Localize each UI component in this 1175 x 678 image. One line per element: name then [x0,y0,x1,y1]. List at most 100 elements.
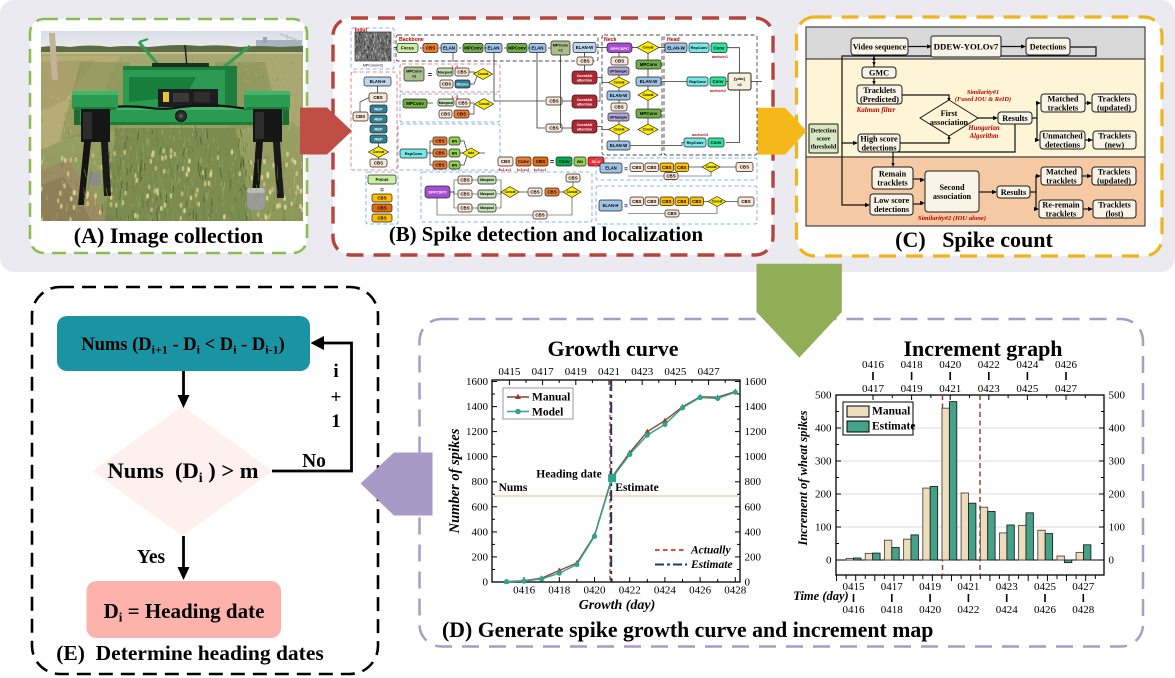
svg-text:(B) Spike detection and locali: (B) Spike detection and localization [389,223,704,246]
svg-text:CBS: CBS [435,151,444,156]
svg-text:0428: 0428 [724,585,747,597]
svg-text:CBS: CBS [536,159,545,164]
svg-text:0425: 0425 [1016,383,1039,395]
svg-text:ELAN: ELAN [443,46,455,51]
svg-text:SPPCSPC: SPPCSPC [610,46,629,51]
svg-text:RepConv: RepConv [691,46,709,50]
svg-text:anchor#2: anchor#2 [710,89,726,93]
svg-text:0426: 0426 [1034,604,1057,616]
svg-text:threshold: threshold [811,144,837,151]
svg-text:0421: 0421 [957,581,979,593]
svg-text:tracklets: tracklets [1046,177,1076,186]
svg-text:CBS: CBS [460,206,469,211]
svg-text:1400: 1400 [466,401,489,413]
svg-text:×2: ×2 [737,82,742,87]
svg-text:Concat: Concat [478,72,490,76]
svg-text:+: + [331,387,342,408]
svg-text:Nums (Di ) > m: Nums (Di ) > m [107,458,258,486]
svg-text:detections: detections [874,205,909,214]
svg-text:CBS: CBS [501,159,510,164]
svg-text:Nums: Nums [499,482,528,494]
svg-text:=: = [550,159,554,166]
svg-text:Maxpool: Maxpool [480,192,494,196]
svg-text:0424: 0424 [996,604,1019,616]
svg-text:ELAN-W: ELAN-W [640,79,658,84]
svg-text:CBS: CBS [441,112,450,117]
svg-text:Maxpool: Maxpool [439,101,454,105]
svg-text:Maxpool: Maxpool [438,70,453,74]
svg-text:CBS: CBS [460,192,469,197]
svg-text:0428: 0428 [1072,604,1095,616]
svg-text:Concat: Concat [479,102,491,106]
svg-text:Increment of wheat spikes: Increment of wheat spikes [796,410,810,546]
svg-text:600: 600 [472,501,489,513]
svg-text:CBS: CBS [549,99,558,104]
svg-text:UPSample: UPSample [610,115,628,119]
svg-text:1: 1 [331,411,341,432]
svg-text:Manual: Manual [532,392,570,404]
svg-text:Tracklets: Tracklets [863,86,896,95]
svg-text:Video sequence: Video sequence [853,42,907,51]
svg-text:[yolo]: [yolo] [734,76,746,81]
svg-text:200: 200 [745,551,762,563]
svg-text:UPSample: UPSample [610,69,628,73]
svg-text:CBS: CBS [435,139,444,144]
svg-text:SiLU: SiLU [591,159,600,164]
svg-text:200: 200 [1109,489,1126,501]
svg-text:CBS: CBS [614,105,623,110]
svg-text:BN: BN [452,139,458,143]
svg-text:=: = [380,187,384,194]
svg-text:ELAN: ELAN [488,46,500,51]
svg-text:(Predicted): (Predicted) [860,95,899,104]
svg-text:RepConv: RepConv [405,151,423,156]
svg-text:(E) Determine heading dates: (E) Determine heading dates [56,641,324,665]
svg-text:0421: 0421 [598,366,620,378]
svg-text:CBS: CBS [547,190,556,195]
svg-text:×2: ×2 [558,48,563,53]
svg-text:(Fused IOU & ReID): (Fused IOU & ReID) [955,96,1011,103]
svg-text:0419: 0419 [565,366,588,378]
svg-text:CBS: CBS [442,82,451,87]
svg-text:Actually: Actually [690,545,732,557]
svg-text:MPConv: MPConv [640,111,658,116]
svg-text:ELAN-W: ELAN-W [576,45,594,50]
svg-text:attention: attention [577,128,592,132]
svg-text:CBS: CBS [457,112,466,117]
svg-text:REP: REP [374,116,383,121]
svg-text:Low score: Low score [874,196,910,205]
svg-text:0422: 0422 [619,585,641,597]
svg-text:ELAN: ELAN [532,46,544,51]
svg-text:RepConv: RepConv [689,80,707,84]
svg-text:Concat: Concat [643,93,655,97]
svg-text:Growth curve: Growth curve [548,336,679,361]
svg-text:MPConv: MPConv [464,46,482,51]
svg-text:Concat: Concat [712,200,724,204]
svg-text:1200: 1200 [466,426,489,438]
svg-text:(updated): (updated) [1097,177,1131,186]
svg-text:Matched: Matched [1046,167,1077,176]
svg-text:×2: ×2 [412,74,417,79]
svg-text:k=3,s=1: k=3,s=1 [534,168,547,172]
svg-text:0416: 0416 [862,359,885,371]
svg-text:0: 0 [483,577,489,589]
svg-text:(C) Spike count: (C) Spike count [895,227,1053,252]
svg-text:CoordAtt: CoordAtt [577,74,593,78]
svg-text:0418: 0418 [881,604,904,616]
svg-text:CBS: CBS [356,114,365,119]
svg-text:0423: 0423 [978,383,1001,395]
svg-text:(updated): (updated) [1097,104,1131,113]
svg-text:400: 400 [745,526,762,538]
svg-text:1000: 1000 [466,451,489,463]
svg-text:0418: 0418 [901,359,924,371]
svg-text:Head: Head [667,37,680,43]
svg-text:Unmatched: Unmatched [1042,131,1083,140]
svg-text:0416: 0416 [513,585,536,597]
svg-text:0422: 0422 [957,604,979,616]
svg-text:Similarity#2 (IOU alone): Similarity#2 (IOU alone) [918,215,986,222]
svg-text:CBS: CBS [374,161,383,166]
svg-text:1200: 1200 [745,426,768,438]
svg-text:0416: 0416 [843,604,866,616]
svg-text:Detection: Detection [811,128,837,135]
svg-text:Focus: Focus [376,177,389,182]
svg-text:score: score [817,136,831,143]
